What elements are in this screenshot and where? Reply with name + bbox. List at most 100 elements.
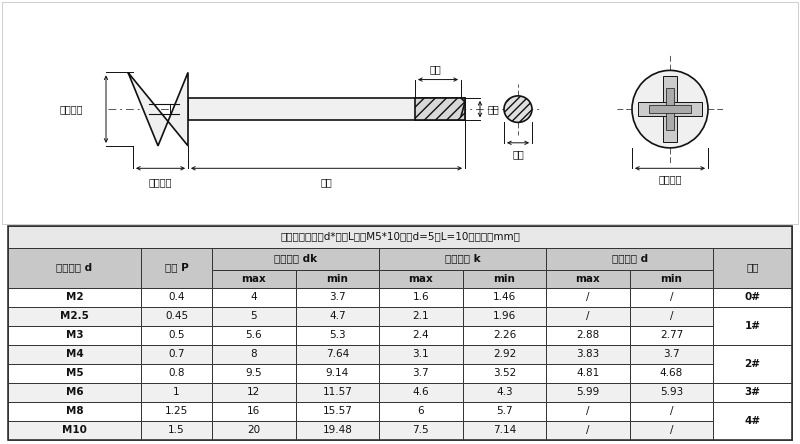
Bar [8, 383, 141, 402]
Text: /: / [586, 406, 590, 416]
Bar [8, 364, 141, 383]
Bar [212, 248, 379, 270]
Bar [546, 421, 630, 440]
Bar [295, 364, 379, 383]
Bar [462, 364, 546, 383]
Text: 4.6: 4.6 [413, 388, 429, 397]
Text: 螺纹直径 d: 螺纹直径 d [612, 254, 648, 264]
Bar [663, 76, 677, 142]
Text: 0#: 0# [745, 292, 761, 302]
Text: 2.1: 2.1 [413, 311, 429, 321]
Bar [212, 402, 295, 421]
Bar [666, 88, 674, 131]
Bar [8, 226, 792, 248]
Bar [379, 326, 462, 345]
Bar [295, 421, 379, 440]
Text: /: / [586, 425, 590, 436]
Bar [462, 270, 546, 288]
Text: 9.14: 9.14 [326, 369, 349, 378]
Bar [141, 326, 212, 345]
Bar [212, 307, 295, 326]
Bar [630, 288, 714, 307]
Bar [8, 345, 141, 364]
Text: 5.3: 5.3 [329, 330, 346, 340]
Text: M2: M2 [66, 292, 83, 302]
Polygon shape [128, 72, 188, 146]
Text: /: / [670, 406, 674, 416]
Bar [714, 307, 792, 345]
Bar [415, 98, 465, 120]
Bar [379, 402, 462, 421]
Text: 1.5: 1.5 [168, 425, 185, 436]
Bar [295, 345, 379, 364]
Text: 长度: 长度 [321, 178, 332, 187]
Text: 3.7: 3.7 [663, 349, 680, 359]
Text: 2#: 2# [745, 359, 761, 369]
Bar [462, 402, 546, 421]
Text: 4.68: 4.68 [660, 369, 683, 378]
Bar [462, 345, 546, 364]
Text: 头部直径 dk: 头部直径 dk [274, 254, 317, 264]
Bar [379, 421, 462, 440]
Bar [379, 364, 462, 383]
Bar [8, 248, 141, 288]
Bar [714, 345, 792, 383]
Bar [714, 288, 792, 307]
Text: /: / [670, 425, 674, 436]
Bar [379, 345, 462, 364]
Bar [546, 270, 630, 288]
Text: 1#: 1# [745, 321, 761, 331]
Text: 20: 20 [247, 425, 260, 436]
Text: 3.83: 3.83 [576, 349, 599, 359]
Text: 4: 4 [250, 292, 257, 302]
Bar [630, 345, 714, 364]
Text: /: / [586, 292, 590, 302]
Bar [546, 248, 714, 270]
Bar [546, 288, 630, 307]
Text: 头部直径: 头部直径 [658, 174, 682, 184]
Bar [8, 288, 141, 307]
Text: 1.96: 1.96 [493, 311, 516, 321]
Text: 0.4: 0.4 [168, 292, 185, 302]
Text: 1.46: 1.46 [493, 292, 516, 302]
Text: 2.26: 2.26 [493, 330, 516, 340]
Text: 螺距 P: 螺距 P [165, 263, 188, 273]
Text: min: min [661, 274, 682, 284]
Text: 3#: 3# [745, 388, 761, 397]
Text: 直径: 直径 [512, 149, 524, 159]
Bar [714, 248, 792, 288]
Bar [546, 326, 630, 345]
Text: 8: 8 [250, 349, 257, 359]
Bar [8, 307, 141, 326]
Bar [462, 326, 546, 345]
Bar [295, 307, 379, 326]
Bar [462, 288, 546, 307]
Bar [212, 288, 295, 307]
Bar [546, 307, 630, 326]
Bar [649, 105, 691, 113]
Bar [546, 383, 630, 402]
Bar [141, 248, 212, 288]
Text: 1.6: 1.6 [413, 292, 429, 302]
Bar [141, 364, 212, 383]
Bar [212, 421, 295, 440]
Text: 19.48: 19.48 [322, 425, 352, 436]
Bar [141, 345, 212, 364]
Text: M2.5: M2.5 [60, 311, 89, 321]
Bar [212, 270, 295, 288]
Bar [379, 307, 462, 326]
Bar [212, 364, 295, 383]
Text: 4.3: 4.3 [496, 388, 513, 397]
Text: 0.8: 0.8 [168, 369, 185, 378]
Text: 15.57: 15.57 [322, 406, 352, 416]
Text: M6: M6 [66, 388, 83, 397]
Text: M8: M8 [66, 406, 83, 416]
Text: max: max [409, 274, 434, 284]
Text: max: max [242, 274, 266, 284]
Text: 5.93: 5.93 [660, 388, 683, 397]
Bar [141, 288, 212, 307]
Text: 头部厚度: 头部厚度 [149, 178, 172, 187]
Text: min: min [494, 274, 515, 284]
Text: 3.7: 3.7 [329, 292, 346, 302]
Text: 2.88: 2.88 [576, 330, 599, 340]
